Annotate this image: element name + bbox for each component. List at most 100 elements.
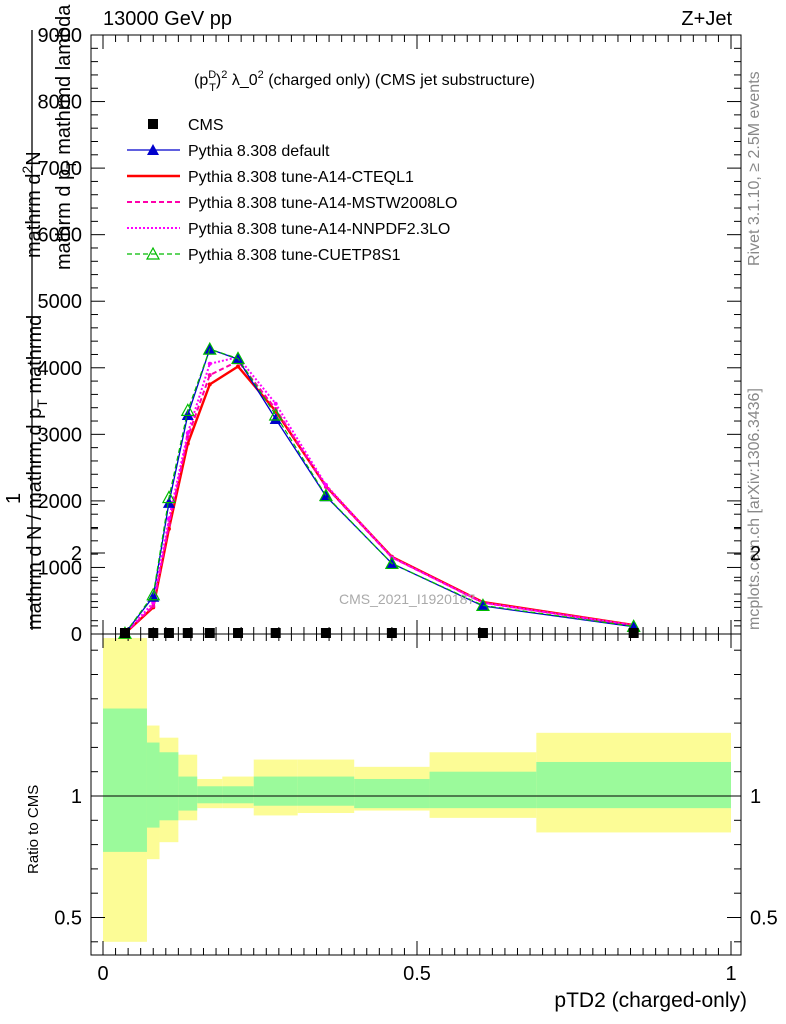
title-part-base: (p: [194, 72, 208, 89]
legend: CMS Pythia 8.308 default Pythia 8.308 tune…: [127, 117, 457, 264]
legend-swatch-marker: [145, 246, 161, 260]
ratio-y-axis-label: Ratio to CMS: [25, 785, 42, 874]
ratio-plot-frame: [90, 633, 742, 956]
legend-label: Pythia 8.308 tune-A14-NNPDF2.3LO: [188, 221, 450, 238]
series-line-cuetp8s1: [124, 348, 634, 634]
ratio-y-tick-label-right: 2: [750, 543, 761, 565]
legend-item-cteql1: Pythia 8.308 tune-A14-CTEQL1: [127, 169, 414, 186]
legend-label: Pythia 8.308 default: [188, 143, 330, 160]
band-inner-bin: [178, 776, 198, 811]
legend-item-cuetp8s1: Pythia 8.308 tune-CUETP8S1: [127, 246, 401, 264]
analysis-watermark: CMS_2021_I1920187: [339, 591, 475, 607]
series-point-cuetp8s1: [180, 403, 195, 416]
main-y-tick-label: 4000: [38, 358, 83, 380]
series-point-cms: [148, 628, 159, 638]
series-point-cms: [163, 628, 174, 638]
ratio-y-tick-label-right: 1: [750, 786, 761, 808]
band-inner-bin: [103, 708, 147, 852]
legend-label: Pythia 8.308 tune-A14-CTEQL1: [188, 169, 414, 186]
ylabel-upper-bottom: mathrm d pT mathrmd lambda: [53, 4, 79, 270]
band-inner-bin: [536, 761, 731, 809]
x-tick-label: 0: [97, 963, 108, 985]
main-y-tick-label: 2000: [38, 491, 83, 513]
ratio-y-tick-label: 1: [71, 786, 82, 808]
series-point-cms: [204, 628, 215, 638]
series-point-default: [269, 413, 282, 425]
series-point-nnpdf: [273, 401, 278, 406]
series-point-cms: [386, 628, 397, 638]
title-part-sub1: T: [209, 82, 216, 94]
series-point-cteql1: [236, 364, 241, 369]
main-y-tick-label: 7000: [38, 158, 83, 180]
legend-swatch-marker: [147, 144, 159, 155]
ratio-bands: [103, 638, 731, 942]
series-point-cuetp8s1: [384, 556, 399, 570]
plot-title: (pD T)2 λ_02 (charged only) (CMS jet subs…: [194, 69, 535, 94]
legend-label: Pythia 8.308 tune-A14-MSTW2008LO: [188, 195, 457, 212]
band-inner-bin: [159, 752, 179, 821]
main-y-tick-label: 9000: [38, 25, 83, 47]
band-inner-bin: [222, 786, 254, 804]
legend-item-cms: CMS: [148, 117, 224, 134]
series-point-cms: [477, 628, 488, 638]
main-y-tick-label: 8000: [38, 92, 83, 114]
series-point-default: [181, 409, 194, 421]
title-part-mid: λ_0: [227, 72, 257, 89]
series-point-mstw: [207, 373, 212, 378]
x-tick-label: 1: [725, 963, 736, 985]
title-part-sup1: D: [208, 69, 216, 81]
band-inner-bin: [297, 776, 355, 806]
band-inner-bin: [354, 778, 430, 809]
series-point-cuetp8s1: [161, 490, 176, 504]
title-part-close: ): [216, 72, 221, 89]
series-point-cuetp8s1: [268, 407, 283, 421]
main-y-tick-label: 0: [71, 624, 82, 646]
title-part-rest: (charged only) (CMS jet substructure): [264, 72, 535, 89]
ylabel-lower: mathrm d N / mathrm d pT mathrmd: [24, 315, 50, 630]
series-point-nnpdf: [323, 482, 328, 487]
axis-ticks: 0 1000 2000 3000 4000 5000 6000 7000 8000 9000 0 0.…: [38, 25, 778, 985]
series-point-cuetp8s1: [202, 341, 217, 355]
main-y-tick-label: 1000: [38, 557, 83, 579]
main-y-tick-label: 5000: [38, 291, 83, 313]
series-point-cms: [270, 628, 281, 638]
series-point-cteql1: [207, 382, 212, 387]
legend-label: Pythia 8.308 tune-CUETP8S1: [188, 247, 401, 264]
legend-label: CMS: [188, 117, 224, 134]
legend-item-nnpdf: Pythia 8.308 tune-A14-NNPDF2.3LO: [127, 221, 450, 238]
legend-swatch-marker: [148, 119, 158, 129]
x-axis-label: pTD2 (charged-only): [554, 989, 747, 1012]
band-inner-bin: [197, 786, 223, 804]
ratio-y-tick-label: 0.5: [54, 908, 82, 930]
series-point-mstw: [151, 604, 156, 609]
band-inner-bin: [429, 771, 537, 809]
process-name-label: Z+Jet: [681, 8, 732, 30]
ylabel-one: 1: [3, 493, 25, 504]
series-line-mstw: [124, 359, 634, 635]
series-point-nnpdf: [166, 516, 171, 521]
ylabel-upper-top: mathrm d2N: [19, 151, 45, 258]
title-part-sup2: 2: [221, 69, 227, 81]
series-point-cms: [233, 628, 244, 638]
main-y-tick-label: 3000: [38, 424, 83, 446]
title-part-sup3: 2: [258, 69, 264, 81]
series-cms: [119, 628, 639, 638]
series-point-nnpdf: [207, 361, 212, 366]
band-inner-bin: [146, 742, 160, 828]
legend-item-mstw: Pythia 8.308 tune-A14-MSTW2008LO: [127, 195, 457, 212]
series-point-cms: [182, 628, 193, 638]
series-point-cms: [628, 628, 639, 638]
series-point-cms: [119, 628, 130, 638]
main-y-tick-label: 6000: [38, 225, 83, 247]
legend-item-default: Pythia 8.308 default: [127, 143, 330, 160]
main-series: [117, 341, 641, 639]
x-tick-label: 0.5: [403, 963, 431, 985]
series-point-cuetp8s1: [318, 488, 333, 502]
series-point-cuetp8s1: [146, 587, 161, 601]
ratio-y-tick-label-right: 0.5: [750, 908, 778, 930]
band-inner-bin: [253, 776, 298, 806]
process-energy-label: 13000 GeV pp: [103, 8, 232, 30]
series-point-cuetp8s1: [475, 598, 490, 611]
ratio-y-tick-label: 2: [71, 543, 82, 565]
